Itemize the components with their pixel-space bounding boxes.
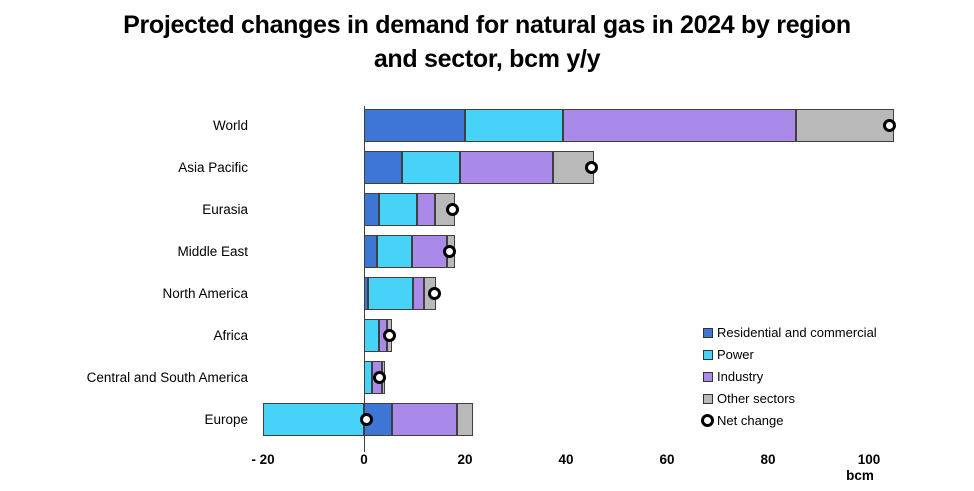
bar-segment — [364, 151, 402, 184]
bar-segment — [364, 193, 380, 226]
legend-item: Net change — [701, 412, 877, 429]
bar-segment — [401, 151, 460, 184]
net-change-marker — [360, 413, 374, 426]
chart-title: Projected changes in demand for natural … — [0, 8, 974, 76]
bar-segment — [457, 403, 473, 436]
chart-title-line-1: Projected changes in demand for natural … — [123, 11, 851, 39]
legend-swatch-icon — [703, 349, 713, 360]
legend-label: Residential and commercial — [717, 325, 877, 340]
category-label: Europe — [204, 411, 248, 427]
category-label: North America — [162, 285, 248, 301]
x-tick-label: 100 — [857, 452, 881, 467]
bar-segment — [364, 235, 377, 268]
bar-segment — [413, 277, 424, 310]
net-change-marker — [372, 371, 386, 384]
net-change-marker — [428, 287, 442, 300]
net-change-marker — [882, 119, 896, 132]
legend-label: Other sectors — [717, 391, 796, 406]
bar-segment — [364, 109, 465, 142]
bar-segment — [417, 193, 435, 226]
x-tick-label: 60 — [659, 452, 675, 467]
net-change-marker — [382, 329, 396, 342]
category-label: Middle East — [177, 243, 248, 259]
bar-segment — [379, 193, 418, 226]
x-tick-label: - 20 — [251, 452, 275, 467]
bar-segment — [376, 235, 412, 268]
legend-label: Industry — [717, 369, 764, 384]
net-change-circle-icon — [701, 414, 714, 427]
bar-segment — [465, 109, 564, 142]
x-tick-label: 80 — [760, 452, 776, 467]
legend-swatch-icon — [703, 393, 713, 404]
bar-segment — [459, 151, 554, 184]
x-tick-label: 0 — [360, 452, 368, 467]
legend-item: Residential and commercial — [703, 324, 877, 341]
bar-segment — [391, 403, 458, 436]
legend-item: Industry — [703, 368, 877, 385]
category-label: Asia Pacific — [178, 159, 248, 175]
bar-segment — [368, 277, 414, 310]
legend: Residential and commercial Power Industry O… — [701, 324, 877, 434]
legend-item: Power — [703, 346, 877, 363]
net-change-marker — [443, 245, 457, 258]
x-axis-unit-label: bcm — [846, 468, 874, 483]
legend-swatch-icon — [703, 327, 713, 338]
category-label: Eurasia — [202, 201, 248, 217]
bar-segment — [364, 361, 372, 394]
category-label: Central and South America — [86, 369, 248, 385]
x-tick-label: 40 — [558, 452, 574, 467]
x-tick-label: 20 — [457, 452, 473, 467]
bar-segment — [364, 277, 369, 310]
legend-item: Other sectors — [703, 390, 877, 407]
legend-swatch-icon — [703, 371, 713, 382]
category-label: World — [212, 117, 248, 133]
chart-title-line-2: and sector, bcm y/y — [373, 45, 601, 73]
legend-label: Net change — [717, 413, 784, 428]
legend-label: Power — [717, 347, 754, 362]
bar-segment — [263, 403, 364, 436]
bar-segment — [411, 235, 448, 268]
net-change-marker — [584, 161, 598, 174]
bar-segment — [795, 109, 895, 142]
bar-segment — [563, 109, 796, 142]
bar-segment — [364, 319, 380, 352]
category-label: Africa — [213, 327, 248, 343]
net-change-marker — [445, 203, 459, 216]
